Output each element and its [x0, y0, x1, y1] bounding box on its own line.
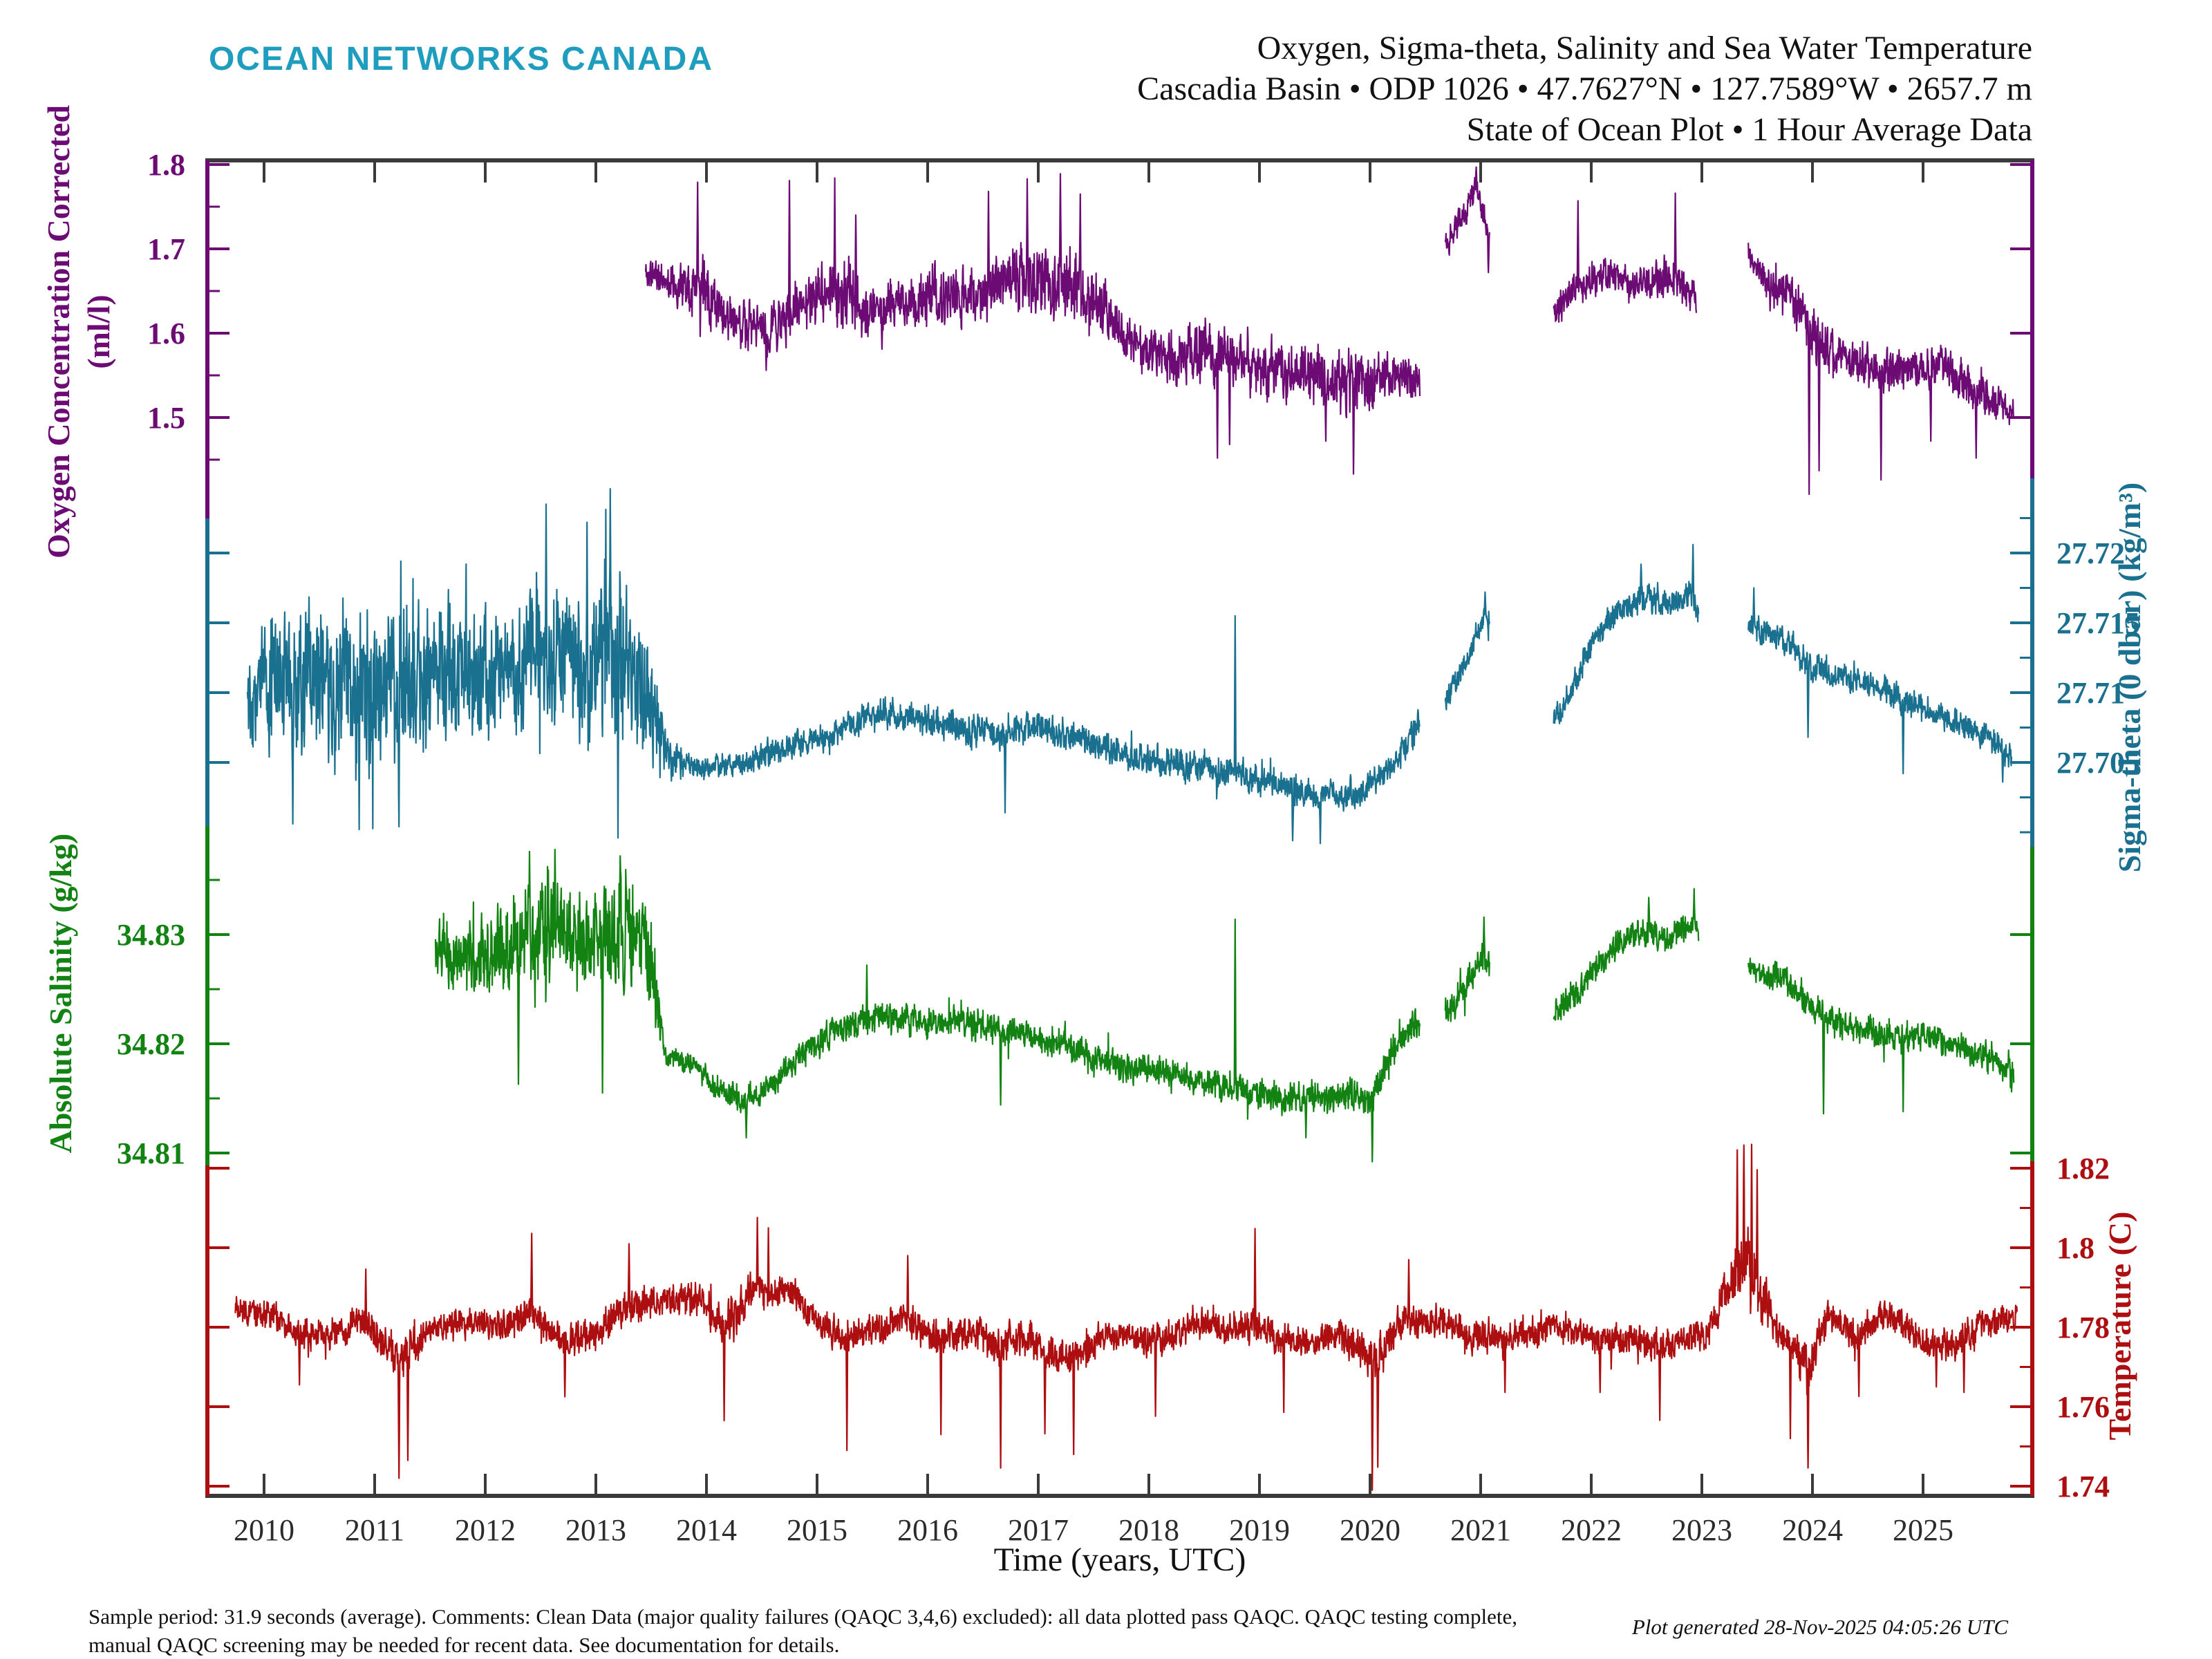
salinity-tick-label: 34.81: [117, 1136, 185, 1170]
footer-line-2: manual QAQC screening may be needed for …: [88, 1633, 840, 1657]
x-tick-label-2017: 2017: [1008, 1513, 1069, 1547]
sigma-tick-label: 27.71: [2056, 676, 2125, 710]
salinity-series-line: [434, 848, 2015, 1163]
x-tick-label-2014: 2014: [676, 1513, 737, 1547]
salinity-tick-label: 34.83: [117, 918, 185, 952]
oxygen-tick-label: 1.7: [147, 232, 185, 266]
onc-logo: OCEAN NETWORKS CANADA: [209, 41, 713, 77]
sigma-tick-label: 27.715: [2056, 606, 2140, 640]
x-tick-label-2020: 2020: [1340, 1513, 1400, 1547]
x-tick-label-2011: 2011: [345, 1513, 404, 1547]
x-tick-label-2024: 2024: [1782, 1513, 1843, 1547]
plot-title-line-1: Oxygen, Sigma-theta, Salinity and Sea Wa…: [1257, 30, 2032, 66]
x-tick-label-2023: 2023: [1671, 1513, 1732, 1547]
temperature-tick-label: 1.76: [2056, 1390, 2110, 1424]
plot-title-line-2: Cascadia Basin • ODP 1026 • 47.7627°N • …: [1137, 71, 2032, 107]
salinity-tick-label: 34.82: [117, 1027, 185, 1061]
temperature-axis-label: Temperature (C): [2102, 1212, 2137, 1441]
data-series: [234, 166, 2018, 1491]
oxygen-series-line: [644, 166, 2015, 496]
oxygen-tick-label: 1.6: [147, 317, 185, 350]
x-tick-label-2010: 2010: [234, 1513, 294, 1547]
x-tick-label-2025: 2025: [1893, 1513, 1953, 1547]
oxygen-tick-label: 1.5: [147, 401, 185, 435]
x-tick-label-2019: 2019: [1229, 1513, 1290, 1547]
x-tick-label-2012: 2012: [455, 1513, 516, 1547]
x-tick-label-2018: 2018: [1118, 1513, 1179, 1547]
x-tick-label-2021: 2021: [1450, 1513, 1511, 1547]
footer-line-1: Sample period: 31.9 seconds (average). C…: [88, 1604, 1518, 1629]
temperature-tick-label: 1.78: [2056, 1311, 2110, 1344]
x-tick-label-2015: 2015: [787, 1513, 847, 1547]
salinity-axis-label: Absolute Salinity (g/kg): [43, 834, 78, 1154]
sigma-tick-label: 27.72: [2056, 536, 2125, 570]
sigma-tick-label: 27.705: [2056, 746, 2140, 780]
oxygen-axis-label-line1: Oxygen Concentration Corrected: [41, 105, 76, 559]
oxygen-axis-label-line2: (ml/l): [81, 294, 116, 368]
temperature-series-line: [234, 1143, 2018, 1491]
plot-title-block: Oxygen, Sigma-theta, Salinity and Sea Wa…: [1137, 28, 2032, 150]
footer-comments: Sample period: 31.9 seconds (average). C…: [88, 1602, 1517, 1659]
temperature-tick-label: 1.82: [2056, 1152, 2110, 1185]
x-axis-label: Time (years, UTC): [994, 1541, 1246, 1578]
x-tick-label-2016: 2016: [897, 1513, 958, 1547]
temperature-tick-label: 1.74: [2056, 1470, 2110, 1503]
axis-labels: Oxygen Concentration Corrected (ml/l) Si…: [41, 105, 2147, 1578]
plot-generated-timestamp: Plot generated 28-Nov-2025 04:05:26 UTC: [1631, 1615, 2008, 1639]
x-tick-label-2013: 2013: [565, 1513, 626, 1547]
x-tick-label-2022: 2022: [1561, 1513, 1622, 1547]
oxygen-tick-label: 1.8: [147, 148, 185, 182]
axis-ticks: 2010 2011 2012 2013 2014 2015 2016 2017 2018 2019…: [117, 148, 2140, 1547]
sigma-axis-label: Sigma-theta (0 dbar) (kg/m³): [2112, 482, 2147, 872]
plot-title-line-3: State of Ocean Plot • 1 Hour Average Dat…: [1466, 111, 2032, 148]
sigma-series-line: [246, 488, 2013, 845]
plot-frame: [205, 158, 2034, 1498]
temperature-tick-label: 1.8: [2056, 1231, 2094, 1265]
